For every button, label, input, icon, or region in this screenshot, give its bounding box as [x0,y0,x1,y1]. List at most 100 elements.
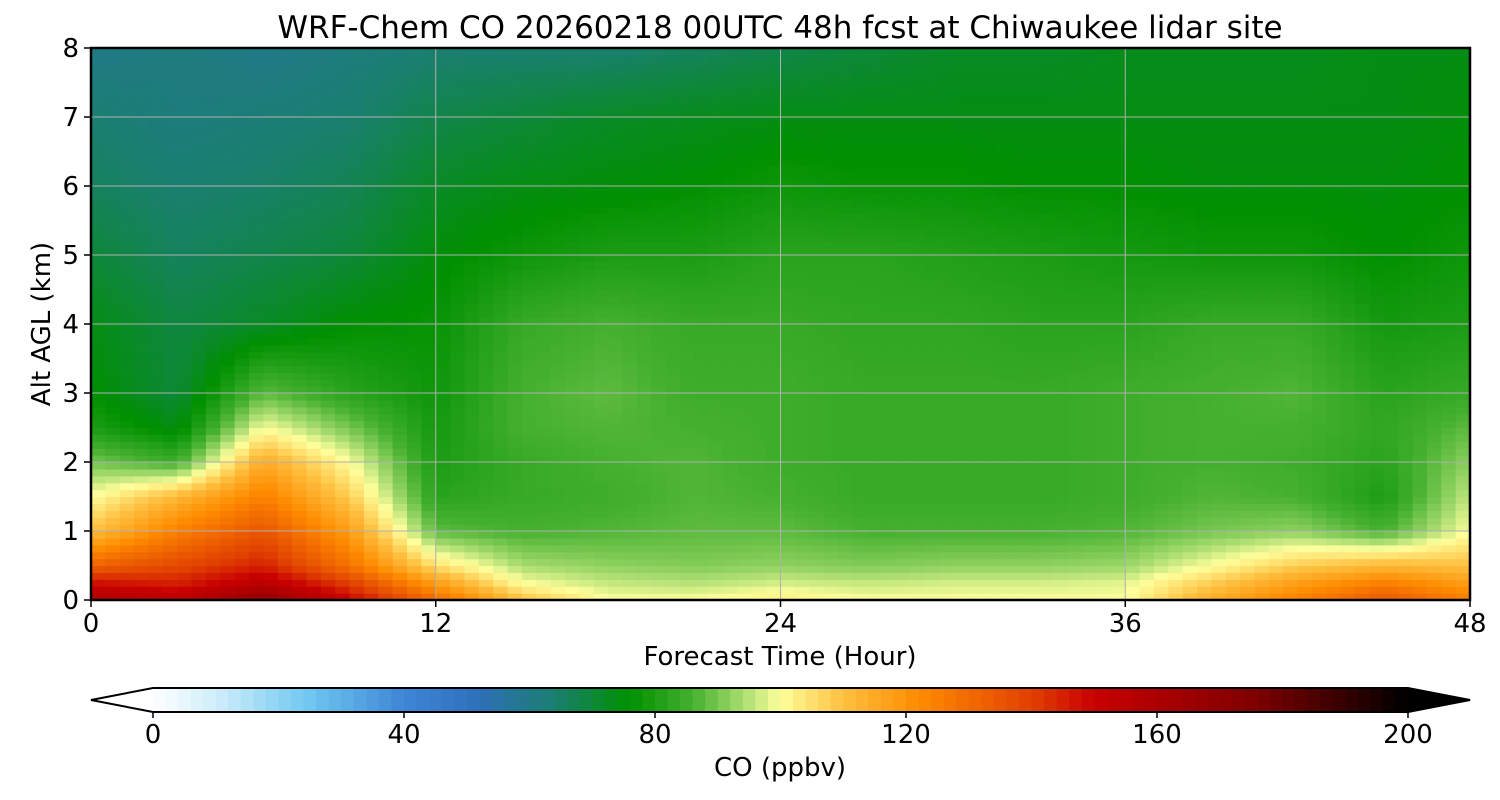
heatmap-cell [435,386,451,394]
heatmap-cell [1340,441,1356,449]
heatmap-cell [134,275,150,284]
heatmap-cell [823,517,839,525]
heatmap-cell [866,455,882,463]
heatmap-cell [1297,393,1313,401]
heatmap-cell [507,475,523,484]
heatmap-cell [464,586,480,594]
heatmap-cell [277,537,293,546]
heatmap-cell [1326,241,1342,249]
heatmap-cell [1283,565,1299,573]
heatmap-cell [665,524,681,532]
heatmap-cell [665,344,681,353]
heatmap-cell [335,427,351,435]
heatmap-cell [723,324,739,332]
heatmap-cell [1010,441,1026,449]
heatmap-cell [593,482,609,491]
heatmap-cell [1240,351,1256,360]
heatmap-cell [1297,351,1313,360]
heatmap-cell [1426,324,1442,332]
heatmap-cell [363,275,379,284]
heatmap-cell [1326,261,1342,270]
heatmap-cell [1355,558,1371,567]
heatmap-cell [622,503,638,511]
heatmap-cell [1053,241,1069,249]
heatmap-cell [1412,413,1428,422]
heatmap-cell [1311,248,1327,256]
heatmap-cell [823,434,839,442]
heatmap-cell [895,489,911,498]
heatmap-cell [507,551,523,560]
heatmap-cell [1039,531,1055,539]
heatmap-cell [177,441,193,449]
heatmap-cell [521,399,537,408]
heatmap-cell [967,531,983,539]
heatmap-cell [823,324,839,332]
heatmap-cell [723,434,739,442]
heatmap-cell [751,255,767,263]
heatmap-cell [1412,420,1428,429]
heatmap-cell [967,462,983,470]
heatmap-cell [895,379,911,387]
heatmap-cell [1340,393,1356,401]
heatmap-cell [1182,517,1198,525]
heatmap-cell [952,386,968,394]
heatmap-cell [1441,462,1457,470]
heatmap-cell [665,482,681,491]
heatmap-cell [981,324,997,332]
heatmap-cell [1096,282,1112,291]
heatmap-cell [306,372,322,380]
heatmap-cell [809,586,825,594]
heatmap-cell [1211,289,1227,297]
heatmap-cell [665,303,681,311]
heatmap-cell [967,482,983,491]
heatmap-cell [823,420,839,429]
heatmap-cell [924,241,940,249]
heatmap-cell [1297,441,1313,449]
heatmap-cell [1197,427,1213,435]
heatmap-cell [1326,351,1342,360]
heatmap-cell [1455,455,1470,463]
heatmap-cell [823,386,839,394]
heatmap-cell [665,386,681,394]
heatmap-cell [1211,455,1227,463]
heatmap-cell [780,496,796,504]
heatmap-cell [435,503,451,511]
heatmap-cell [665,289,681,297]
heatmap-cell [1225,551,1241,560]
heatmap-cell [1283,248,1299,256]
heatmap-cell [335,282,351,291]
heatmap-cell [909,565,925,573]
heatmap-cell [277,303,293,311]
heatmap-cell [478,255,494,263]
heatmap-cell [881,310,897,318]
heatmap-cell [1053,531,1069,539]
heatmap-cell [1355,572,1371,580]
heatmap-cell [292,586,308,594]
heatmap-cell [837,365,853,373]
heatmap-cell [134,303,150,311]
heatmap-cell [1297,448,1313,456]
heatmap-cell [981,524,997,532]
heatmap-cell [493,303,509,311]
heatmap-cell [565,462,580,470]
heatmap-cell [1355,565,1371,573]
heatmap-cell [881,275,897,284]
heatmap-cell [1254,420,1270,429]
heatmap-cell [780,303,796,311]
heatmap-cell [1268,330,1284,339]
heatmap-cell [507,482,523,491]
heatmap-cell [593,537,609,546]
heatmap-cell [1455,524,1470,532]
heatmap-cell [191,413,207,422]
heatmap-cell [421,565,437,573]
heatmap-cell [622,337,638,346]
heatmap-cell [91,420,106,429]
heatmap-cell [794,248,810,256]
heatmap-cell [249,344,264,353]
heatmap-cell [694,517,710,525]
heatmap-cell [1426,393,1442,401]
heatmap-cell [435,413,451,422]
heatmap-cell [1240,261,1256,270]
heatmap-cell [1096,517,1112,525]
heatmap-cell [593,324,609,332]
